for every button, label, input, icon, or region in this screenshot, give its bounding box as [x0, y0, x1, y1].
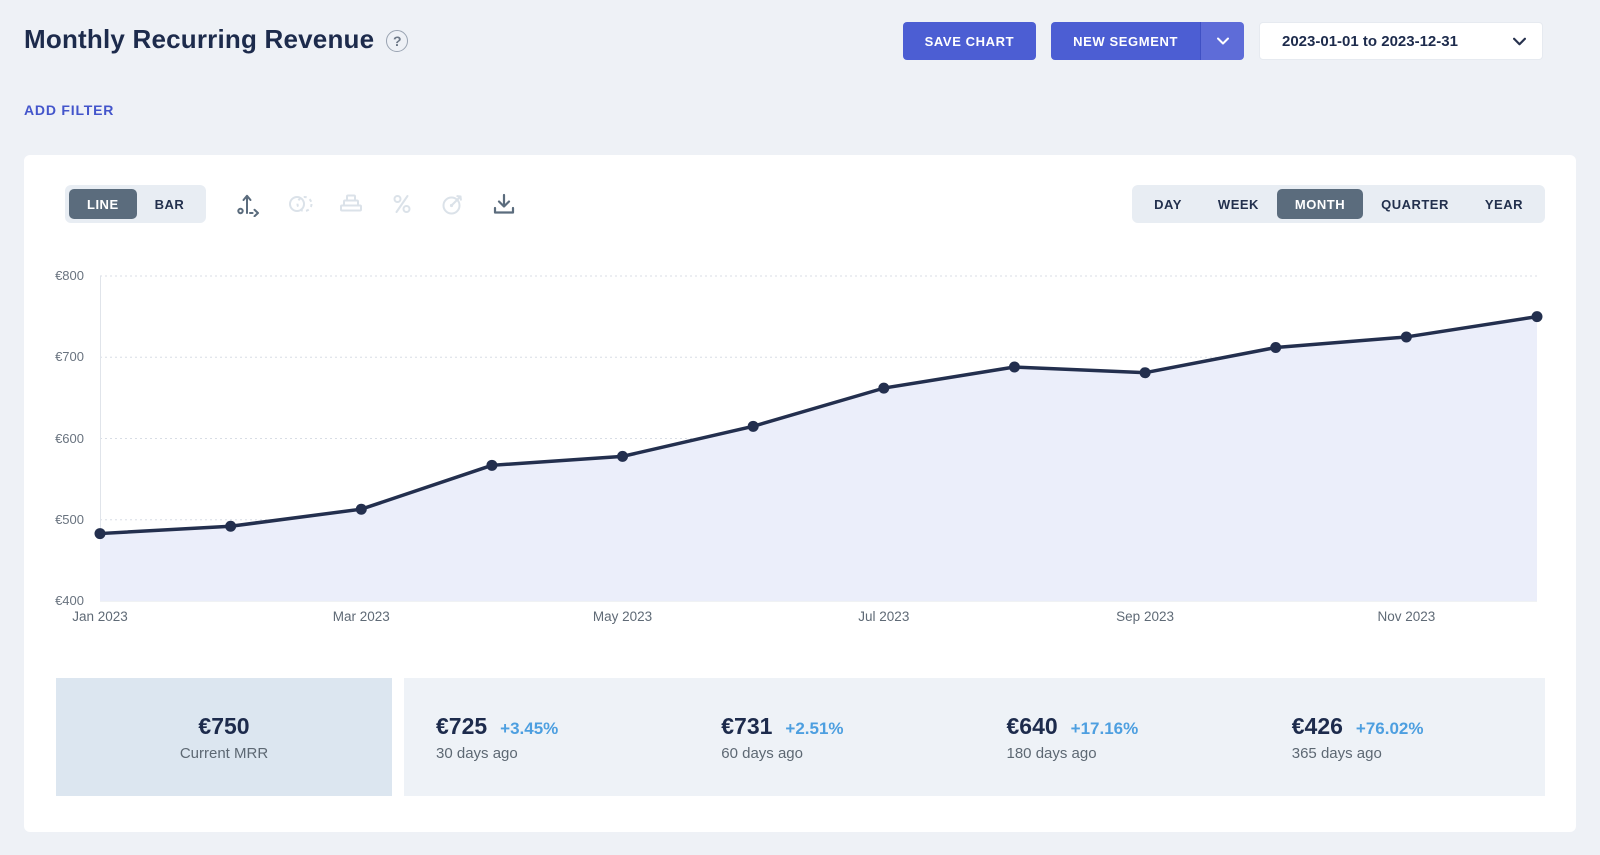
stat-label: 30 days ago — [436, 744, 518, 762]
data-point — [486, 459, 498, 471]
stat-change: +76.02% — [1355, 718, 1424, 738]
data-point — [1400, 331, 1412, 343]
download-icon[interactable] — [491, 191, 517, 217]
mrr-summary-row: €750 Current MRR €725 +3.45% 30 days ago … — [56, 678, 1545, 796]
stat-365-days-ago: €426 +76.02% 365 days ago — [1260, 713, 1545, 762]
help-icon[interactable]: ? — [386, 30, 409, 52]
stacked-chart-icon — [338, 191, 364, 217]
stat-60-days-ago: €731 +2.51% 60 days ago — [689, 713, 974, 762]
stat-history-strip: €725 +3.45% 30 days ago €731 +2.51% 60 day… — [404, 678, 1545, 796]
chart-card: LINE BAR — [24, 155, 1576, 832]
data-point — [94, 528, 106, 540]
stat-value: €731 — [721, 712, 773, 739]
period-month-button[interactable]: MONTH — [1276, 189, 1364, 219]
stat-value: €725 — [436, 712, 488, 739]
stat-change: +3.45% — [500, 718, 559, 738]
stat-value: €750 — [198, 712, 250, 739]
x-tick-label: Sep 2023 — [1116, 609, 1174, 624]
stat-30-days-ago: €725 +3.45% 30 days ago — [404, 713, 689, 762]
x-tick-label: Jul 2023 — [858, 609, 910, 624]
date-range-selector[interactable]: 2023-01-01 to 2023-12-31 — [1259, 22, 1543, 60]
stat-change: +17.16% — [1070, 718, 1139, 738]
data-point — [1008, 361, 1020, 373]
y-axis-labels: €400 €500 €600 €700 €800 — [24, 268, 90, 608]
new-segment-split-button: NEW SEGMENT — [1051, 22, 1244, 60]
y-tick-label: €600 — [55, 430, 84, 446]
data-point — [1531, 311, 1543, 323]
stat-label: 60 days ago — [721, 744, 803, 762]
data-point — [878, 382, 890, 394]
data-point — [355, 503, 367, 515]
y-tick-label: €800 — [55, 268, 84, 283]
date-range-value: 2023-01-01 to 2023-12-31 — [1282, 32, 1458, 50]
period-quarter-button[interactable]: QUARTER — [1363, 189, 1467, 219]
data-point — [1270, 342, 1282, 353]
chart-type-line-button[interactable]: LINE — [69, 189, 137, 219]
x-tick-label: Mar 2023 — [332, 609, 390, 624]
save-chart-button[interactable]: SAVE CHART — [902, 22, 1037, 60]
add-filter-link[interactable]: ADD FILTER — [24, 102, 115, 118]
data-point — [617, 450, 629, 462]
stat-value: €640 — [1006, 712, 1058, 739]
mrr-line-chart[interactable] — [94, 275, 1543, 602]
axis-scale-icon[interactable] — [236, 191, 262, 217]
y-tick-label: €500 — [55, 511, 84, 527]
percent-icon — [389, 191, 415, 217]
chart-type-toggle: LINE BAR — [65, 185, 207, 223]
stat-label: 365 days ago — [1291, 744, 1382, 762]
period-toggle: DAY WEEK MONTH QUARTER YEAR — [1132, 185, 1545, 223]
x-tick-label: May 2023 — [592, 609, 653, 624]
stat-change: +2.51% — [785, 718, 844, 738]
goal-icon — [440, 191, 466, 217]
stat-value: €426 — [1291, 712, 1343, 739]
chart-type-bar-button[interactable]: BAR — [137, 189, 203, 219]
stat-label: Current MRR — [179, 744, 269, 762]
page-title: Monthly Recurring Revenue — [24, 24, 375, 54]
new-segment-dropdown-button[interactable] — [1200, 22, 1244, 60]
x-tick-label: Nov 2023 — [1377, 609, 1436, 624]
x-tick-label: Jan 2023 — [72, 609, 128, 624]
y-tick-label: €400 — [55, 593, 84, 608]
stat-current-mrr: €750 Current MRR — [56, 678, 392, 796]
new-segment-button[interactable]: NEW SEGMENT — [1051, 22, 1200, 60]
period-week-button[interactable]: WEEK — [1200, 189, 1277, 219]
chart-tool-icons — [236, 191, 517, 217]
chart-toolbar: LINE BAR — [65, 185, 1545, 223]
chevron-down-icon — [1513, 33, 1526, 50]
data-point — [1139, 367, 1151, 379]
x-axis-labels: Jan 2023 Mar 2023 May 2023 Jul 2023 Sep 2023… — [72, 609, 1537, 629]
chevron-down-icon — [1216, 37, 1229, 45]
data-point — [747, 420, 759, 432]
header-actions: SAVE CHART NEW SEGMENT 2023-01-01 to 202… — [902, 22, 1543, 60]
y-tick-label: €700 — [55, 349, 84, 365]
compare-circles-icon — [287, 191, 313, 217]
page-header: Monthly Recurring Revenue ? — [24, 24, 409, 55]
period-day-button[interactable]: DAY — [1136, 189, 1200, 219]
data-point — [225, 520, 237, 532]
stat-label: 180 days ago — [1006, 744, 1097, 762]
stat-180-days-ago: €640 +17.16% 180 days ago — [975, 713, 1260, 762]
period-year-button[interactable]: YEAR — [1467, 189, 1541, 219]
